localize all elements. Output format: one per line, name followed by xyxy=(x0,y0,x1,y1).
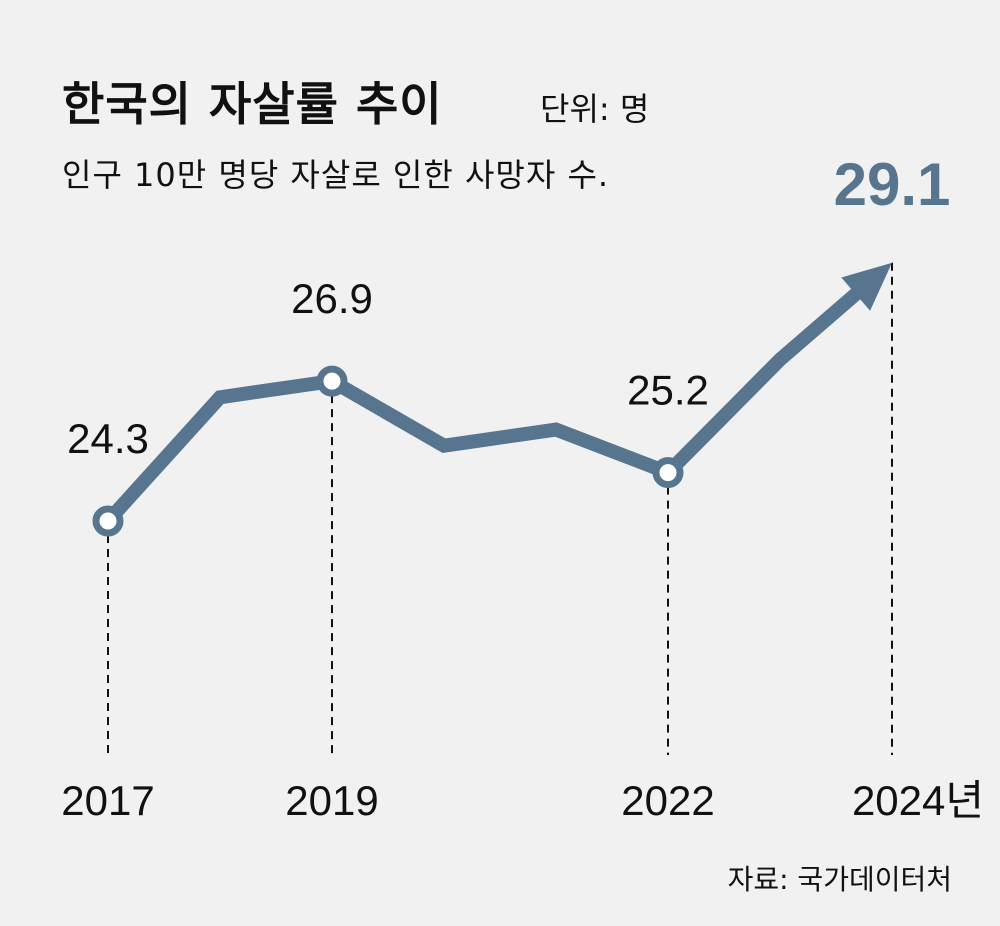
arrowhead xyxy=(841,262,892,311)
x-tick-label: 2019 xyxy=(285,777,378,824)
data-label: 29.1 xyxy=(834,151,951,218)
x-tick-label: 2024년 xyxy=(852,777,984,824)
x-tick-label: 2017 xyxy=(61,777,154,824)
unit-label: 단위: 명 xyxy=(540,90,650,128)
series-line xyxy=(102,279,871,526)
point-marker xyxy=(652,457,684,489)
x-tick-label: 2022 xyxy=(621,777,714,824)
data-label: 26.9 xyxy=(291,275,373,322)
source-note: 자료: 국가데이터처 xyxy=(727,863,952,896)
data-label: 25.2 xyxy=(627,367,709,414)
chart-title: 한국의 자살률 추이 xyxy=(62,77,443,131)
point-marker xyxy=(92,505,124,537)
point-marker xyxy=(316,365,348,397)
data-label: 24.3 xyxy=(67,415,149,462)
chart-subtitle: 인구 10만 명당 자살로 인한 사망자 수. xyxy=(62,156,610,194)
